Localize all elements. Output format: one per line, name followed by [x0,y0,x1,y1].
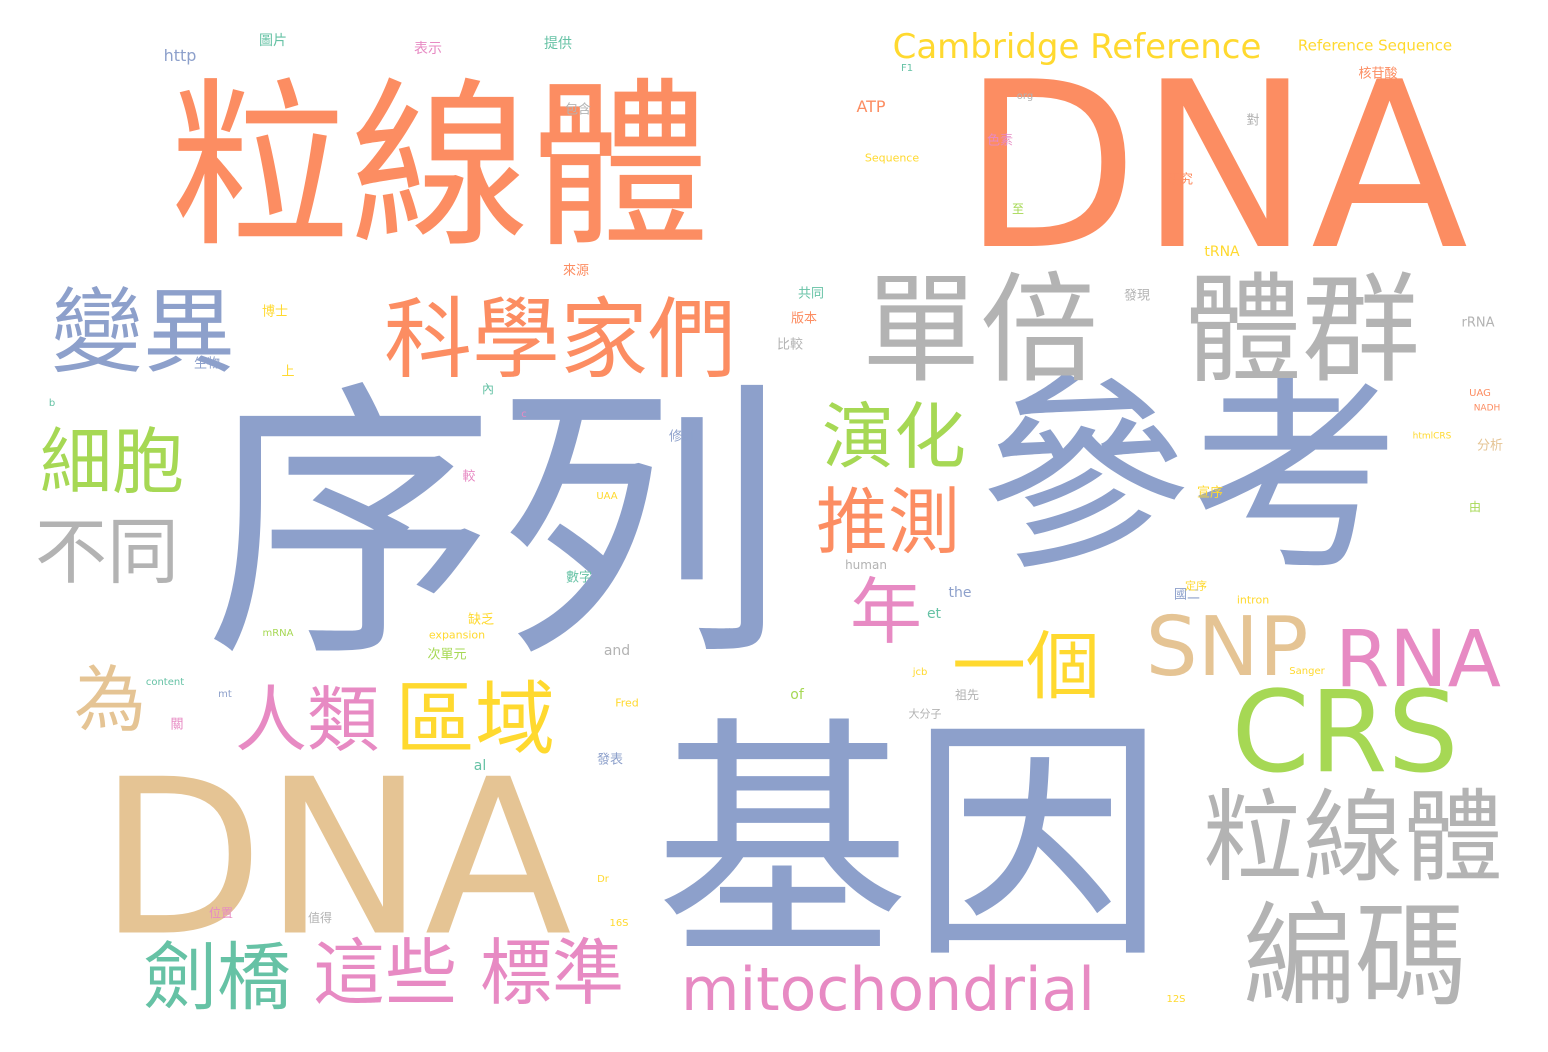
word: DNA [961,34,1469,301]
word: 值得 [307,911,333,925]
word: mRNA [262,628,294,639]
word: 細胞 [39,420,185,504]
word: ATP [856,97,886,116]
word: org [1016,91,1034,102]
word: 對 [1246,113,1260,129]
word: al [473,758,487,774]
word: 關 [170,717,184,733]
word: Dr [597,874,609,885]
word: and [603,643,631,659]
word: 變異 [50,279,236,386]
word: SNP [1145,600,1309,695]
word: b [48,398,56,409]
word: the [948,585,972,601]
word: 位置 [208,906,234,920]
word: 圖片 [259,33,287,49]
word: 一個 [952,624,1100,710]
word: c [521,409,527,420]
word: 來源 [562,263,590,279]
word: 至 [1011,202,1025,216]
word: 宣序 [1196,485,1224,501]
word: 演化 [821,395,967,479]
word: human [845,558,887,572]
word: 單倍 [861,261,1099,399]
word: NADH [1473,403,1501,414]
word: 大分子 [908,707,942,721]
word: 這些 [312,931,458,1015]
word: expansion [428,628,486,642]
word: 推測 [815,480,961,564]
word: 上 [281,364,295,380]
word: 國二 [1173,587,1201,603]
word: 基因 [654,696,1166,994]
word: 生物 [193,356,221,372]
word: 內 [481,382,495,396]
word: 較 [462,469,476,485]
word: 12S [1166,994,1186,1005]
word: jcb [912,667,928,678]
word: 數字 [565,570,593,586]
word: htmlCRS [1412,431,1452,442]
word: intron [1236,593,1270,607]
word: Cambridge Reference [892,27,1262,67]
word: mitochondrial [681,955,1095,1025]
word: 不同 [34,510,180,594]
word: Sanger [1289,666,1325,677]
word: 版本 [790,311,818,327]
word: et [926,606,942,622]
word: 由 [1468,500,1482,514]
word: Sequence [864,151,920,165]
word: 16S [609,918,629,929]
word: 粒線體 [169,63,711,272]
word: mt [218,689,232,700]
word: Fred [615,696,639,710]
word: 參考 [979,355,1401,600]
word: 次單元 [427,647,467,663]
word: 人類 [234,678,380,762]
word: 共同 [797,286,825,302]
word: 色素 [986,133,1014,149]
word: 博士 [261,304,289,320]
word: 編碼 [1243,892,1467,1022]
word: 為 [73,658,147,742]
word: of [790,687,804,703]
word: 研究 [1166,172,1194,188]
word: 核苷酸 [1358,66,1398,82]
word: 粒線體 [1203,779,1503,896]
word: 序列 [205,359,785,696]
word: 區域 [395,673,555,766]
word: 發現 [1123,288,1151,304]
word: UAA [596,491,618,502]
word: http [163,46,197,65]
word: 標準 [479,931,625,1015]
word: 體群 [1183,261,1421,399]
word: 劍橋 [143,935,291,1021]
word: 表示 [414,41,442,57]
word: 發表 [596,752,624,768]
word: 比較 [776,337,804,353]
word: content [145,677,185,688]
word: 分析 [1476,438,1504,454]
word: CRS [1231,668,1459,798]
word: 定序 [1185,579,1207,593]
word: F1 [900,63,914,74]
word: 年 [849,570,923,654]
word: tRNA [1204,244,1240,260]
word: DNA [98,732,572,984]
word: 缺乏 [467,612,495,628]
word: RNA [1335,615,1501,705]
word: 科學家們 [383,288,737,391]
word: 提供 [544,36,572,52]
word: rRNA [1461,315,1495,331]
word: 修訂 [668,429,696,445]
word: 祖先 [954,688,980,702]
word: 包含 [564,102,592,118]
word: UAG [1469,388,1491,399]
word: Reference Sequence [1297,36,1453,55]
